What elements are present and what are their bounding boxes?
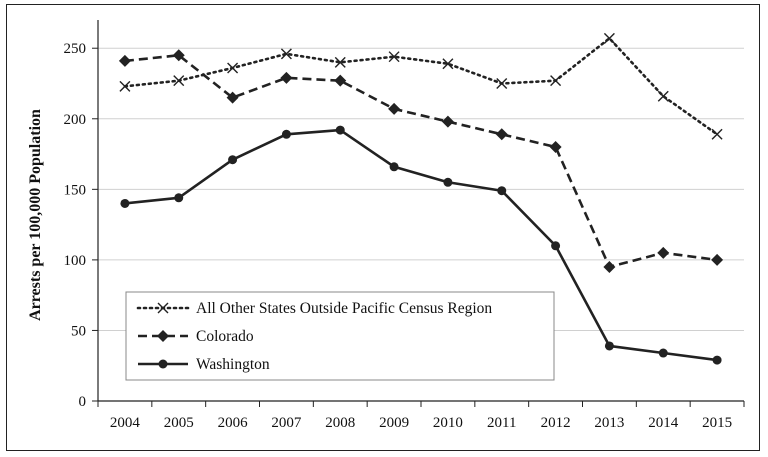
legend-label-0: All Other States Outside Pacific Census … xyxy=(196,300,492,317)
point-1-2014 xyxy=(657,246,670,259)
point-1-2005 xyxy=(172,49,185,62)
point-2-2009 xyxy=(389,162,399,172)
x-tick-label-2005: 2005 xyxy=(164,415,194,431)
point-0-2012 xyxy=(550,75,562,87)
x-tick-label-2013: 2013 xyxy=(594,415,624,431)
point-0-2004 xyxy=(119,80,131,92)
series-1 xyxy=(118,49,724,273)
series-layer xyxy=(118,32,724,365)
x-tick-label-2004: 2004 xyxy=(110,415,141,431)
legend-marker-2 xyxy=(158,359,168,369)
series-line-2 xyxy=(124,128,718,362)
point-0-2007 xyxy=(280,48,292,60)
x-tick-label-2015: 2015 xyxy=(702,415,732,431)
point-1-2010 xyxy=(441,115,454,128)
axes: 0 50 100 150 200 250 2004 2005 2006 2007 2008 2009 2… xyxy=(64,20,745,431)
y-tick-label-50: 50 xyxy=(71,323,86,339)
x-tick-label-2006: 2006 xyxy=(218,415,249,431)
x-tick-label-2008: 2008 xyxy=(325,415,355,431)
legend-box xyxy=(125,291,555,381)
x-tick-label-2007: 2007 xyxy=(271,415,302,431)
point-2-2010 xyxy=(443,177,453,187)
point-1-2013 xyxy=(603,260,616,273)
point-2-2013 xyxy=(604,341,614,351)
point-2-2014 xyxy=(658,348,668,358)
point-1-2012 xyxy=(549,141,562,153)
point-0-2014 xyxy=(657,90,669,102)
y-tick-label-200: 200 xyxy=(64,112,87,128)
legend-marker-0 xyxy=(157,302,169,314)
legend-label-1: Colorado xyxy=(196,328,254,345)
point-0-2005 xyxy=(173,75,185,87)
point-1-2011 xyxy=(495,128,508,141)
x-tick-label-2011: 2011 xyxy=(487,415,516,431)
x-tick-label-2010: 2010 xyxy=(433,415,463,431)
point-0-2010 xyxy=(442,58,454,70)
point-1-2009 xyxy=(388,102,401,115)
y-axis-label: Arrests per 100,000 Population xyxy=(27,109,44,321)
point-1-2008 xyxy=(334,74,347,87)
point-1-2004 xyxy=(118,54,131,67)
point-0-2006 xyxy=(227,62,239,74)
series-line-0 xyxy=(123,37,719,136)
x-tick-label-2014: 2014 xyxy=(648,415,679,431)
series-2 xyxy=(120,125,722,365)
y-tick-label-250: 250 xyxy=(64,41,87,57)
point-2-2007 xyxy=(281,129,291,139)
y-tick-label-0: 0 xyxy=(79,394,87,410)
series-0 xyxy=(119,32,723,140)
legend: All Other States Outside Pacific Census … xyxy=(125,291,555,381)
gridlines xyxy=(98,47,744,331)
series-line-1 xyxy=(124,53,718,269)
point-0-2015 xyxy=(711,128,723,140)
point-1-2006 xyxy=(226,91,239,104)
point-2-2011 xyxy=(497,186,507,196)
point-2-2005 xyxy=(174,193,184,203)
legend-label-2: Washington xyxy=(196,356,270,373)
point-2-2004 xyxy=(120,198,130,208)
x-tick-label-2009: 2009 xyxy=(379,415,409,431)
legend-marker-1 xyxy=(157,330,169,342)
point-2-2012 xyxy=(551,241,561,251)
point-2-2008 xyxy=(335,125,345,135)
y-tick-label-150: 150 xyxy=(64,182,87,198)
point-1-2007 xyxy=(280,71,293,84)
point-0-2009 xyxy=(388,51,400,63)
point-0-2013 xyxy=(603,32,615,44)
point-0-2011 xyxy=(496,78,508,89)
y-tick-label-100: 100 xyxy=(64,253,87,269)
x-tick-label-2012: 2012 xyxy=(541,415,571,431)
point-0-2008 xyxy=(334,56,346,68)
point-2-2006 xyxy=(228,155,238,165)
point-1-2015 xyxy=(711,253,724,266)
point-2-2015 xyxy=(712,355,722,365)
